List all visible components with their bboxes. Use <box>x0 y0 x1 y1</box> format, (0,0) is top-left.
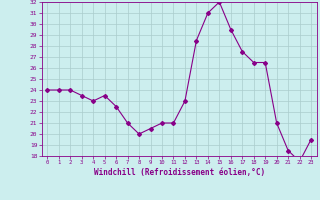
X-axis label: Windchill (Refroidissement éolien,°C): Windchill (Refroidissement éolien,°C) <box>94 168 265 177</box>
